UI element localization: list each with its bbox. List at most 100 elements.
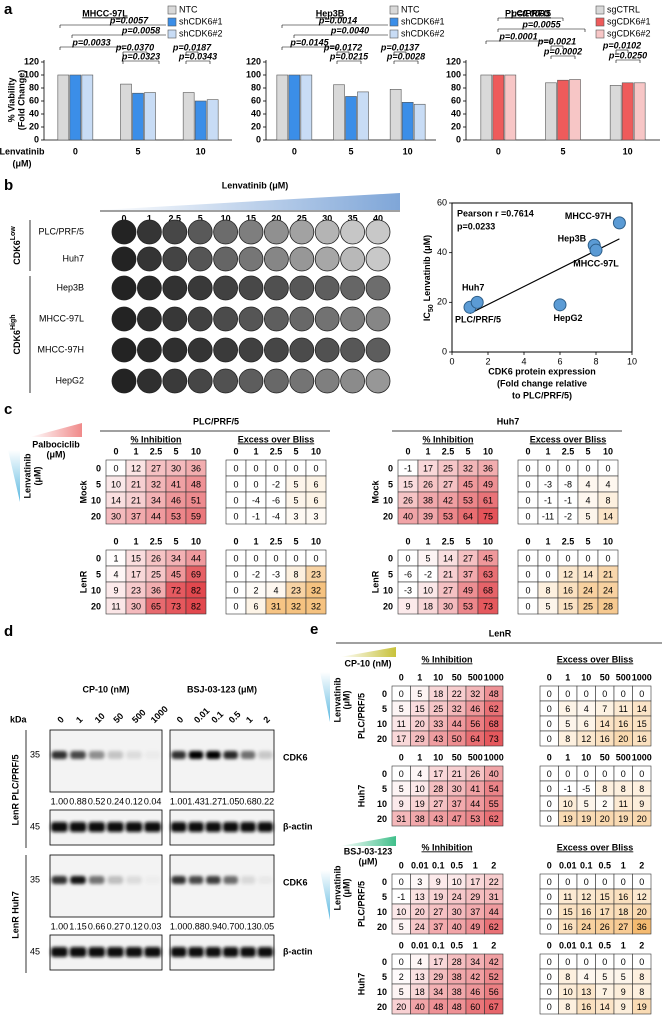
panel-label: e: [310, 621, 318, 638]
bar: [206, 99, 219, 141]
cell-value: 0: [253, 553, 258, 563]
cell-value: 9: [639, 799, 644, 809]
row-header: 0: [96, 553, 101, 563]
well: [213, 246, 239, 272]
y-tick-label: 20: [251, 121, 261, 131]
cell-value: 0: [525, 569, 530, 579]
cell-value: 0: [547, 957, 552, 967]
cdk6-band: [70, 876, 86, 884]
column-header: 5: [585, 446, 590, 456]
cell-value: 3: [417, 877, 422, 887]
well: [162, 368, 188, 394]
cell-value: 51: [191, 495, 201, 505]
cell-line-label: HepG2: [55, 375, 84, 385]
protein-label: β-actin: [283, 821, 313, 831]
cell-value: 10: [423, 585, 433, 595]
mw-label: 45: [30, 821, 40, 831]
cdk6-band: [107, 751, 124, 759]
well: [162, 219, 188, 245]
column-header: 2.5: [562, 446, 575, 456]
y-tick-label: 40: [251, 108, 261, 118]
cell-value: 0: [565, 553, 570, 563]
y-tick-label: 20: [29, 121, 39, 131]
actin-band: [257, 947, 274, 957]
stat-annotation: p=0.0233: [457, 221, 495, 231]
column-header: 50: [452, 752, 462, 762]
cell-value: 14: [111, 495, 121, 505]
well: [111, 306, 137, 332]
cell-value: 11: [397, 719, 406, 729]
cell-value: 10: [563, 987, 573, 997]
cell-value: 13: [415, 892, 425, 902]
bar: [401, 102, 414, 141]
cell-value: 0: [545, 463, 550, 473]
protein-label: CDK6: [283, 877, 308, 887]
well: [340, 368, 366, 394]
well: [187, 337, 213, 363]
cell-value: 0: [547, 922, 552, 932]
x-tick-label: 10: [403, 146, 413, 156]
cell-line-label: Huh7: [356, 785, 366, 808]
drug-label: (μM): [47, 449, 66, 459]
quant-label: 1.15: [69, 921, 87, 931]
row-header: 10: [377, 987, 387, 997]
p-value: p=0.0055: [521, 19, 561, 29]
row-header: 0: [388, 553, 393, 563]
cell-value: 49: [470, 922, 480, 932]
column-header: 0.5: [450, 940, 463, 950]
table-title: % Inhibition: [131, 434, 182, 444]
quant-label: 0.12: [125, 796, 143, 806]
row-header: 5: [96, 569, 101, 579]
y-label-sub: 50: [428, 304, 435, 312]
column-header: 50: [600, 752, 610, 762]
cell-value: 25: [433, 704, 443, 714]
group-label: CDK6High: [10, 314, 23, 354]
cell-value: 0: [547, 769, 552, 779]
cell-value: 43: [433, 734, 443, 744]
cell-value: 8: [602, 784, 607, 794]
p-value: p=0.0014: [318, 15, 357, 25]
cell-value: 29: [470, 892, 480, 902]
well: [263, 337, 289, 363]
cell-value: 17: [600, 907, 610, 917]
blot-box: [49, 934, 163, 971]
cell-value: 0: [545, 553, 550, 563]
cell-value: 28: [433, 784, 443, 794]
cell-value: 20: [618, 734, 628, 744]
heat-cell: [305, 597, 327, 615]
table-title: Excess over Bliss: [238, 434, 315, 444]
y-tick-label: 80: [251, 82, 261, 92]
heat-cell: [597, 507, 619, 525]
cell-value: 17: [470, 877, 480, 887]
legend-label: shCDK6#1: [401, 16, 445, 26]
concentration-label: 0: [121, 213, 126, 223]
heat-cell: [484, 918, 504, 935]
cell-value: 19: [581, 814, 591, 824]
cell-value: 0: [547, 1002, 552, 1012]
column-header: 2: [491, 860, 496, 870]
well: [340, 337, 366, 363]
cell-value: 22: [489, 877, 499, 887]
bar: [120, 83, 132, 141]
x-tick-label: 10: [623, 146, 633, 156]
well: [162, 306, 188, 332]
cell-value: -1: [544, 495, 552, 505]
column-header: 0: [525, 446, 530, 456]
cell-value: 49: [463, 585, 473, 595]
point-label: Huh7: [462, 283, 485, 293]
row-header: 10: [377, 719, 387, 729]
actin-band: [88, 822, 106, 832]
legend-label: NTC: [179, 4, 198, 14]
cell-value: 73: [489, 734, 499, 744]
cell-value: 45: [483, 553, 493, 563]
cell-value: 4: [417, 769, 422, 779]
cell-value: 36: [151, 585, 161, 595]
legend-swatch: [595, 17, 605, 27]
cdk6-band: [223, 876, 238, 884]
table-title: Excess over Bliss: [557, 654, 634, 664]
well: [289, 337, 315, 363]
blot-box: [169, 854, 275, 918]
cell-value: 12: [581, 734, 591, 744]
cell-value: 3: [293, 511, 298, 521]
bar: [300, 74, 313, 141]
